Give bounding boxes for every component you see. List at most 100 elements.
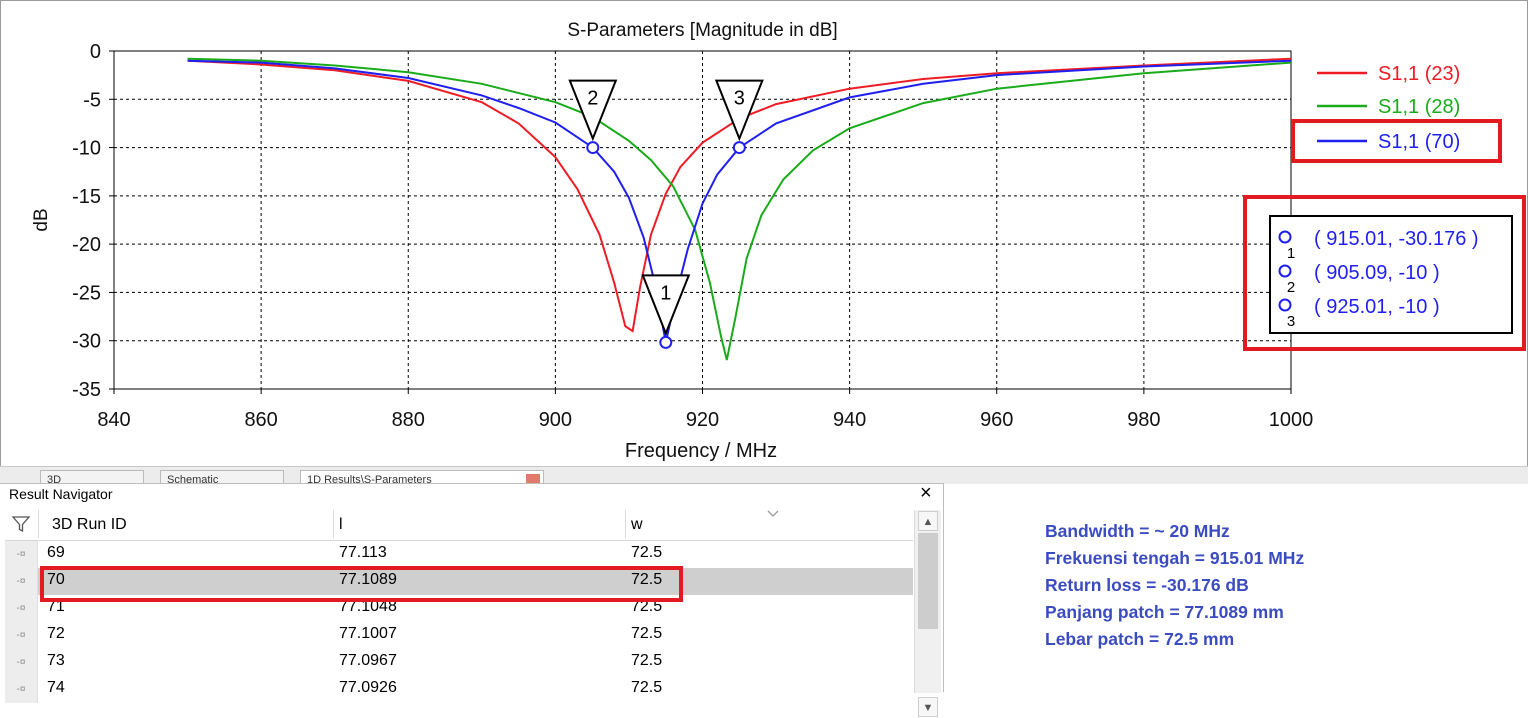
marker-readout-id: 2 <box>1287 279 1295 296</box>
column-header-w[interactable]: w <box>631 516 643 533</box>
cell-run-id: 71 <box>47 598 65 615</box>
x-axis-label: Frequency / MHz <box>625 440 777 462</box>
y-tick-label: -20 <box>72 234 101 256</box>
x-tick-label: 880 <box>392 409 425 431</box>
marker-flag-2 <box>568 79 618 142</box>
y-tick-label: -10 <box>72 138 101 160</box>
y-tick-label: -25 <box>72 282 101 304</box>
result-navigator: Result Navigator × 3D Run ID l w -¤ 69 7… <box>0 482 944 717</box>
marker-number-3: 3 <box>734 88 745 110</box>
y-tick-label: -30 <box>72 331 101 353</box>
y-tick-label: -15 <box>72 186 101 208</box>
pin-icon[interactable]: -¤ <box>5 649 38 676</box>
marker-readout-value: ( 915.01, -30.176 ) <box>1314 228 1479 250</box>
cell-run-id: 69 <box>47 544 65 561</box>
legend-label-2: S1,1 (28) <box>1378 96 1460 118</box>
column-header-run-id[interactable]: 3D Run ID <box>52 516 127 533</box>
x-tick-label: 940 <box>833 409 866 431</box>
cell-l: 77.1089 <box>339 571 397 588</box>
navigator-table-header: 3D Run ID l w <box>5 510 913 541</box>
marker-number-2: 2 <box>587 88 598 110</box>
marker-readout-icon <box>1278 230 1292 244</box>
marker-readout-icon <box>1278 264 1292 278</box>
cell-run-id: 70 <box>47 571 65 588</box>
scroll-up-icon[interactable]: ▲ <box>918 511 938 531</box>
summary-bandwidth: Bandwidth = ~ 20 MHz <box>1045 521 1230 541</box>
tab-3d[interactable]: 3D <box>40 470 144 484</box>
navigator-scrollbar[interactable]: ▲ ▼ <box>914 510 941 717</box>
y-tick-label: -5 <box>83 89 101 111</box>
column-header-l[interactable]: l <box>339 516 343 533</box>
tab-schematic[interactable]: Schematic <box>160 470 284 484</box>
cell-w: 72.5 <box>631 544 663 561</box>
cell-l: 77.1048 <box>339 598 397 615</box>
filter-icon[interactable] <box>11 514 31 534</box>
cell-w: 72.5 <box>631 679 663 696</box>
y-tick-label: 0 <box>90 41 101 63</box>
pin-icon[interactable]: -¤ <box>5 541 38 568</box>
s-parameter-plot-panel: S-Parameters [Magnitude in dB] 840 860 880 9… <box>0 0 1528 468</box>
marker-readout-value: ( 925.01, -10 ) <box>1314 296 1440 318</box>
cell-l: 77.113 <box>339 544 387 561</box>
scroll-thumb[interactable] <box>918 533 938 629</box>
pin-icon[interactable]: -¤ <box>5 622 38 649</box>
s-parameter-chart: S-Parameters [Magnitude in dB] 840 860 880 9… <box>31 20 1513 462</box>
summary-return-loss: Return loss = -30.176 dB <box>1045 575 1249 595</box>
y-tick-label: -35 <box>72 379 101 401</box>
tab-close-icon[interactable] <box>526 474 540 484</box>
marker-flag-1 <box>641 274 691 337</box>
table-row[interactable]: -¤ 73 77.0967 72.5 <box>5 649 913 676</box>
marker-readout-icon <box>1278 298 1292 312</box>
marker-flag-3 <box>714 79 764 142</box>
cell-w: 72.5 <box>631 652 663 669</box>
table-row[interactable]: -¤ 74 77.0926 72.5 <box>5 676 913 703</box>
pin-icon[interactable]: -¤ <box>5 568 38 595</box>
scroll-down-icon[interactable]: ▼ <box>918 697 938 717</box>
marker-readout-box <box>1269 215 1513 334</box>
x-tick-label: 840 <box>97 409 130 431</box>
cell-w: 72.5 <box>631 625 663 642</box>
table-row-selected[interactable]: -¤ 70 77.1089 72.5 <box>5 568 913 595</box>
summary-patch-width: Lebar patch = 72.5 mm <box>1045 629 1235 649</box>
summary-center-frequency: Frekuensi tengah = 915.01 MHz <box>1045 548 1305 568</box>
marker-readout-value: ( 905.09, -10 ) <box>1314 262 1440 284</box>
cell-w: 72.5 <box>631 598 663 615</box>
marker-point-2 <box>586 141 600 155</box>
chart-title: S-Parameters [Magnitude in dB] <box>567 20 837 41</box>
marker-readout-id: 1 <box>1287 245 1295 262</box>
legend-label-3: S1,1 (70) <box>1378 131 1460 153</box>
result-summary: Bandwidth = ~ 20 MHz Frekuensi tengah = … <box>1045 518 1304 653</box>
summary-patch-length: Panjang patch = 77.1089 mm <box>1045 602 1284 622</box>
cell-l: 77.0926 <box>339 679 397 696</box>
marker-readout-id: 3 <box>1287 313 1295 330</box>
pin-icon[interactable]: -¤ <box>5 595 38 622</box>
navigator-title: Result Navigator <box>9 486 113 502</box>
table-row[interactable]: -¤ 69 77.113 72.5 <box>5 541 913 568</box>
x-tick-label: 960 <box>980 409 1013 431</box>
cell-w: 72.5 <box>631 571 663 588</box>
marker-number-1: 1 <box>660 282 671 304</box>
x-tick-label: 860 <box>244 409 277 431</box>
cell-l: 77.1007 <box>339 625 397 642</box>
series-line-1 <box>187 57 1292 333</box>
chevron-down-icon[interactable] <box>765 508 781 520</box>
series-line-2 <box>187 57 1292 361</box>
x-tick-label: 920 <box>686 409 719 431</box>
x-tick-label: 1000 <box>1269 409 1314 431</box>
cell-run-id: 73 <box>47 652 65 669</box>
marker-point-1 <box>659 335 673 349</box>
cell-l: 77.0967 <box>339 652 397 669</box>
cell-run-id: 74 <box>47 679 65 696</box>
table-row[interactable]: -¤ 72 77.1007 72.5 <box>5 622 913 649</box>
x-tick-label: 980 <box>1127 409 1160 431</box>
x-tick-label: 900 <box>539 409 572 431</box>
tab-s-parameters-label: 1D Results\S-Parameters <box>307 474 432 484</box>
view-tab-bar: 3D Schematic 1D Results\S-Parameters <box>0 466 1528 484</box>
marker-point-3 <box>732 141 746 155</box>
close-icon[interactable]: × <box>920 482 932 504</box>
pin-icon[interactable]: -¤ <box>5 676 38 703</box>
y-axis-label: dB <box>31 208 52 231</box>
cell-run-id: 72 <box>47 625 65 642</box>
tab-s-parameters[interactable]: 1D Results\S-Parameters <box>300 470 544 484</box>
table-row[interactable]: -¤ 71 77.1048 72.5 <box>5 595 913 622</box>
